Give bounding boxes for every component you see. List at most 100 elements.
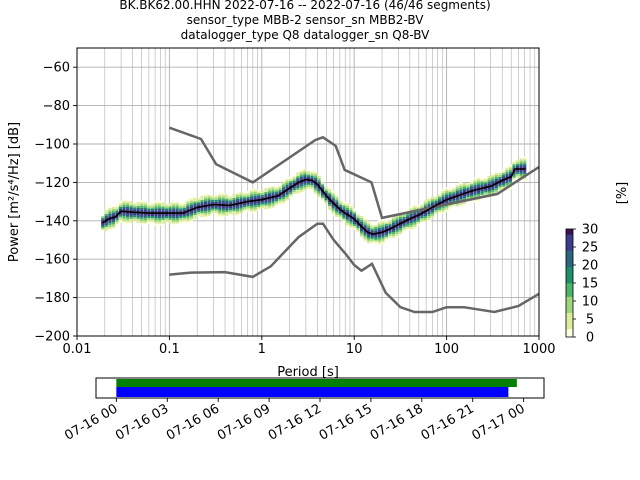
histogram-cell [104, 229, 108, 232]
histogram-cell [462, 202, 467, 205]
histogram-cell [328, 205, 332, 208]
histogram-cell [441, 212, 445, 215]
histogram-cell [306, 180, 311, 183]
histogram-cell [441, 210, 445, 213]
histogram-cell [232, 199, 236, 202]
histogram-cell [352, 212, 357, 215]
histogram-cell [172, 208, 176, 211]
histogram-cell [214, 194, 218, 197]
histogram-cell [445, 200, 449, 203]
histogram-cell [136, 215, 140, 218]
histogram-cell [115, 220, 119, 223]
histogram-cell [427, 200, 431, 203]
histogram-cell [246, 202, 250, 205]
histogram-cell [196, 209, 201, 212]
title-line-3: datalogger_type Q8 datalogger_sn Q8-BV [180, 28, 430, 42]
histogram-cell [179, 210, 183, 213]
y-tick-label: −80 [43, 99, 70, 114]
histogram-cell [289, 190, 293, 193]
histogram-cell [494, 188, 498, 191]
histogram-cell [423, 204, 428, 207]
histogram-cell [228, 210, 232, 213]
histogram-cell [363, 234, 367, 237]
histogram-cell [331, 192, 335, 195]
histogram-cell [296, 183, 300, 186]
histogram-cell [168, 206, 172, 209]
histogram-cell [147, 219, 151, 222]
histogram-cell [257, 191, 261, 194]
colorbar-segment [566, 318, 573, 322]
histogram-cell [320, 191, 325, 194]
histogram-cell [523, 169, 527, 172]
histogram-cell [133, 207, 137, 210]
histogram-cell [476, 186, 481, 189]
histogram-cell [476, 180, 481, 183]
histogram-cell [491, 182, 495, 185]
histogram-cell [101, 229, 105, 232]
histogram-cell [331, 194, 335, 197]
histogram-cell [324, 196, 328, 199]
y-tick-label: −180 [34, 291, 70, 306]
histogram-cell [395, 231, 399, 234]
histogram-cell [143, 219, 147, 222]
histogram-cell [189, 204, 193, 207]
histogram-cell [374, 226, 378, 229]
colorbar-segment [566, 261, 573, 265]
histogram-cell [480, 191, 484, 194]
histogram-cell [338, 210, 342, 213]
histogram-cell [494, 178, 498, 181]
histogram-cell [147, 202, 151, 205]
histogram-cell [281, 185, 286, 188]
histogram-cell [335, 209, 339, 212]
histogram-cell [264, 195, 268, 198]
histogram-cell [413, 217, 417, 220]
histogram-cell [487, 187, 491, 190]
histogram-cell [242, 195, 247, 198]
histogram-cell [416, 216, 420, 219]
histogram-cell [235, 191, 240, 194]
histogram-cell [413, 206, 417, 209]
histogram-cell [143, 202, 147, 205]
histogram-cell [104, 215, 108, 218]
histogram-cell [274, 189, 279, 192]
histogram-cell [508, 170, 513, 173]
histogram-cell [374, 236, 378, 239]
histogram-cell [196, 200, 201, 203]
histogram-cell [406, 217, 410, 220]
histogram-cell [186, 200, 190, 203]
histogram-cell [313, 172, 318, 175]
histogram-cell [122, 220, 126, 223]
histogram-cell [381, 219, 385, 222]
histogram-cell [104, 209, 108, 212]
histogram-cell [193, 216, 197, 219]
histogram-cell [466, 189, 470, 192]
histogram-cell [136, 209, 140, 212]
histogram-cell [250, 190, 254, 193]
histogram-cell [274, 202, 279, 205]
histogram-cell [271, 188, 275, 191]
histogram-cell [367, 227, 371, 230]
histogram-cell [267, 204, 272, 207]
histogram-cell [186, 206, 190, 209]
time-tick-label: 07-16 15 [317, 401, 375, 443]
histogram-cell [331, 196, 335, 199]
histogram-cell [398, 214, 403, 217]
histogram-cell [409, 213, 413, 216]
histogram-cell [164, 219, 169, 222]
histogram-cell [430, 204, 435, 207]
histogram-cell [129, 220, 133, 223]
colorbar-segment [566, 299, 573, 303]
histogram-cell [377, 239, 381, 242]
histogram-cell [218, 196, 222, 199]
histogram-cell [342, 209, 346, 212]
histogram-cell [462, 196, 467, 199]
histogram-cell [140, 223, 144, 226]
histogram-cell [211, 199, 215, 202]
histogram-cell [179, 208, 183, 211]
histogram-cell [484, 178, 488, 181]
histogram-cell [519, 158, 523, 161]
histogram-cell [455, 198, 459, 201]
histogram-cell [498, 182, 502, 185]
histogram-cell [246, 204, 250, 207]
histogram-cell [274, 191, 279, 194]
